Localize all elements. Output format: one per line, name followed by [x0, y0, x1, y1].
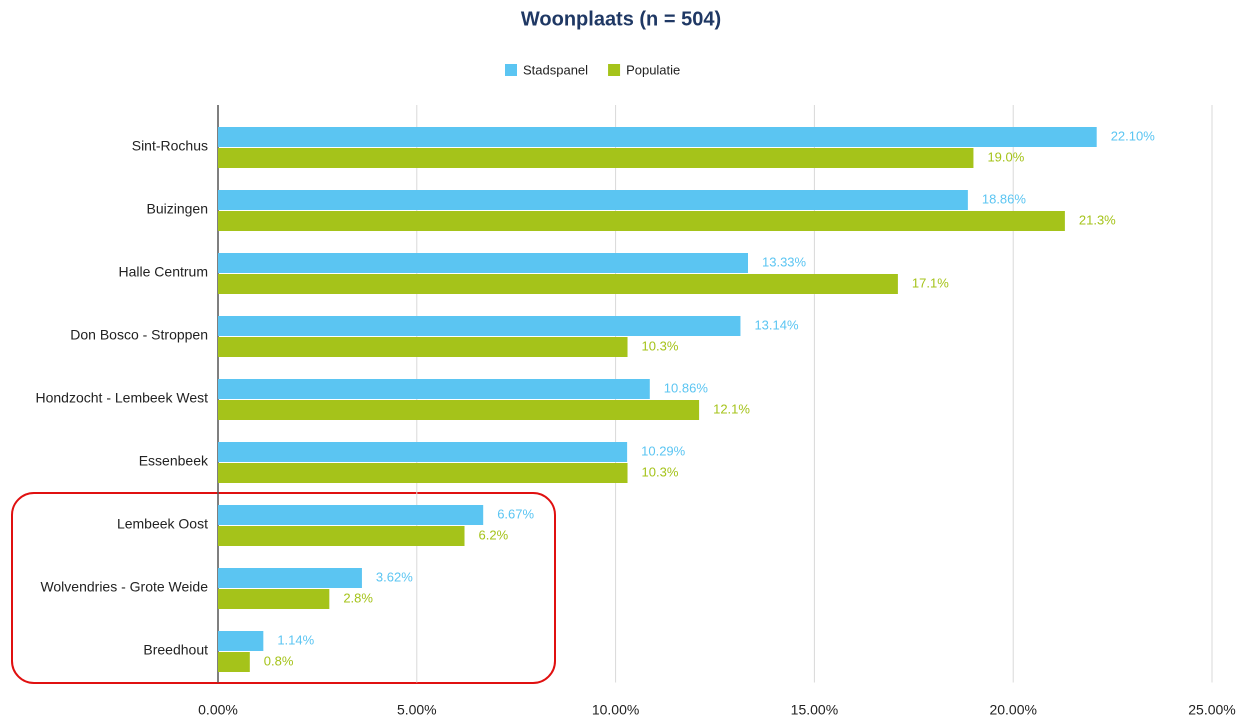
data-label: 22.10% [1111, 128, 1156, 143]
highlight-box [11, 492, 556, 684]
data-label: 0.8% [264, 653, 294, 668]
y-tick-label: Lembeek Oost [117, 516, 208, 532]
x-tick-label: 15.00% [791, 702, 838, 718]
data-label: 10.3% [642, 338, 679, 353]
bar [218, 568, 362, 588]
bar [218, 505, 484, 525]
bar [218, 442, 628, 462]
y-tick-label: Essenbeek [139, 453, 209, 469]
bar [218, 190, 968, 210]
bar [218, 316, 741, 336]
legend-swatch [608, 64, 621, 76]
data-label: 3.62% [376, 569, 413, 584]
data-label: 18.86% [982, 191, 1027, 206]
bar [218, 631, 264, 651]
bar [218, 526, 465, 546]
x-tick-label: 25.00% [1188, 702, 1235, 718]
legend-label: Populatie [626, 62, 680, 77]
bar [218, 337, 628, 357]
x-tick-label: 5.00% [397, 702, 437, 718]
data-label: 19.0% [987, 149, 1024, 164]
data-label: 13.14% [754, 317, 799, 332]
x-tick-label: 0.00% [198, 702, 238, 718]
y-tick-label: Don Bosco - Stroppen [70, 327, 208, 343]
y-tick-label: Hondzocht - Lembeek West [36, 390, 209, 406]
data-label: 13.33% [762, 254, 807, 269]
data-label: 6.67% [497, 506, 534, 521]
chart-title: Woonplaats (n = 504) [521, 8, 721, 30]
legend-swatch [505, 64, 517, 76]
bar [218, 589, 330, 609]
bar [218, 400, 700, 420]
data-label: 10.86% [664, 380, 709, 395]
bar [218, 127, 1097, 147]
bar [218, 211, 1065, 231]
data-label: 12.1% [713, 401, 750, 416]
data-label: 2.8% [343, 590, 373, 605]
bar [218, 379, 650, 399]
bar [218, 463, 628, 483]
data-label: 21.3% [1079, 212, 1116, 227]
data-label: 1.14% [277, 632, 314, 647]
y-tick-label: Buizingen [147, 201, 209, 217]
x-tick-label: 10.00% [592, 702, 639, 718]
legend-label: Stadspanel [523, 62, 588, 77]
x-tick-label: 20.00% [989, 702, 1036, 718]
y-tick-label: Sint-Rochus [132, 138, 208, 154]
y-tick-label: Breedhout [143, 642, 208, 658]
bar [218, 253, 749, 273]
y-tick-label: Wolvendries - Grote Weide [40, 579, 208, 595]
data-label: 10.29% [641, 443, 686, 458]
data-label: 17.1% [912, 275, 949, 290]
data-label: 10.3% [642, 464, 679, 479]
y-tick-label: Halle Centrum [119, 264, 208, 280]
bar [218, 274, 898, 294]
bar [218, 652, 250, 672]
bar [218, 148, 974, 168]
data-label: 6.2% [479, 527, 509, 542]
